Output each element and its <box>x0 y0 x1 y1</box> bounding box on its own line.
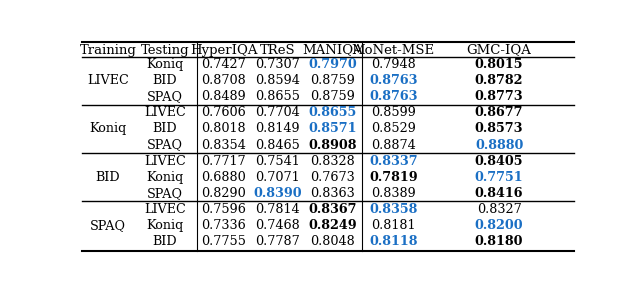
Text: 0.8908: 0.8908 <box>308 138 357 152</box>
Text: 0.8759: 0.8759 <box>310 90 355 103</box>
Text: Koniq: Koniq <box>147 58 184 71</box>
Text: 0.8708: 0.8708 <box>202 74 246 87</box>
Text: SPAQ: SPAQ <box>90 219 126 232</box>
Text: 0.7596: 0.7596 <box>202 203 246 216</box>
Text: 0.8529: 0.8529 <box>371 122 415 135</box>
Text: 0.7307: 0.7307 <box>255 58 300 71</box>
Text: 0.7755: 0.7755 <box>202 235 246 248</box>
Text: SPAQ: SPAQ <box>147 90 183 103</box>
Text: 0.8354: 0.8354 <box>202 138 246 152</box>
Text: BID: BID <box>153 122 177 135</box>
Text: MANIQA: MANIQA <box>303 44 364 57</box>
Text: BID: BID <box>153 235 177 248</box>
Text: LIVEC: LIVEC <box>144 106 186 119</box>
Text: 0.8048: 0.8048 <box>310 235 355 248</box>
Text: 0.8363: 0.8363 <box>310 187 355 200</box>
Text: 0.8290: 0.8290 <box>202 187 246 200</box>
Text: 0.8763: 0.8763 <box>369 90 417 103</box>
Text: 0.8773: 0.8773 <box>475 90 524 103</box>
Text: 0.8573: 0.8573 <box>475 122 524 135</box>
Text: 0.8200: 0.8200 <box>475 219 524 232</box>
Text: SPAQ: SPAQ <box>147 187 183 200</box>
Text: 0.8874: 0.8874 <box>371 138 415 152</box>
Text: Testing: Testing <box>141 44 189 57</box>
Text: 0.7819: 0.7819 <box>369 171 417 184</box>
Text: 0.8677: 0.8677 <box>475 106 524 119</box>
Text: 0.8571: 0.8571 <box>308 122 357 135</box>
Text: 0.8655: 0.8655 <box>309 106 357 119</box>
Text: 0.8367: 0.8367 <box>308 203 357 216</box>
Text: 0.7814: 0.7814 <box>255 203 300 216</box>
Text: LIVEC: LIVEC <box>87 74 129 87</box>
Text: 0.8599: 0.8599 <box>371 106 415 119</box>
Text: 0.8358: 0.8358 <box>369 203 417 216</box>
Text: 0.7948: 0.7948 <box>371 58 415 71</box>
Text: 0.8759: 0.8759 <box>310 74 355 87</box>
Text: HyperIQA: HyperIQA <box>190 44 257 57</box>
Text: 0.8594: 0.8594 <box>255 74 300 87</box>
Text: 0.8405: 0.8405 <box>475 155 524 168</box>
Text: 0.8327: 0.8327 <box>477 203 522 216</box>
Text: 0.8249: 0.8249 <box>308 219 357 232</box>
Text: 0.8416: 0.8416 <box>475 187 524 200</box>
Text: 0.7717: 0.7717 <box>202 155 246 168</box>
Text: GMC-IQA: GMC-IQA <box>467 44 532 57</box>
Text: BID: BID <box>96 171 120 184</box>
Text: LIVEC: LIVEC <box>144 155 186 168</box>
Text: 0.8180: 0.8180 <box>475 235 524 248</box>
Text: 0.8880: 0.8880 <box>475 138 524 152</box>
Text: 0.8337: 0.8337 <box>369 155 417 168</box>
Text: MoNet-MSE: MoNet-MSE <box>351 44 435 57</box>
Text: 0.8149: 0.8149 <box>255 122 300 135</box>
Text: 0.8390: 0.8390 <box>253 187 302 200</box>
Text: 0.8181: 0.8181 <box>371 219 415 232</box>
Text: SPAQ: SPAQ <box>147 138 183 152</box>
Text: 0.8389: 0.8389 <box>371 187 415 200</box>
Text: 0.7071: 0.7071 <box>255 171 300 184</box>
Text: 0.7427: 0.7427 <box>202 58 246 71</box>
Text: 0.8465: 0.8465 <box>255 138 300 152</box>
Text: 0.8118: 0.8118 <box>369 235 417 248</box>
Text: 0.8782: 0.8782 <box>475 74 524 87</box>
Text: 0.7673: 0.7673 <box>310 171 355 184</box>
Text: BID: BID <box>153 74 177 87</box>
Text: 0.8655: 0.8655 <box>255 90 300 103</box>
Text: TReS: TReS <box>260 44 296 57</box>
Text: Koniq: Koniq <box>147 219 184 232</box>
Text: 0.7336: 0.7336 <box>202 219 246 232</box>
Text: Koniq: Koniq <box>147 171 184 184</box>
Text: 0.7541: 0.7541 <box>255 155 300 168</box>
Text: 0.7787: 0.7787 <box>255 235 300 248</box>
Text: 0.7468: 0.7468 <box>255 219 300 232</box>
Text: 0.8328: 0.8328 <box>310 155 355 168</box>
Text: 0.6880: 0.6880 <box>202 171 246 184</box>
Text: 0.8018: 0.8018 <box>202 122 246 135</box>
Text: LIVEC: LIVEC <box>144 203 186 216</box>
Text: 0.7704: 0.7704 <box>255 106 300 119</box>
Text: 0.7606: 0.7606 <box>202 106 246 119</box>
Text: Training: Training <box>79 44 136 57</box>
Text: Koniq: Koniq <box>90 122 127 135</box>
Text: 0.7751: 0.7751 <box>475 171 524 184</box>
Text: 0.8015: 0.8015 <box>475 58 524 71</box>
Text: 0.8763: 0.8763 <box>369 74 417 87</box>
Text: 0.8489: 0.8489 <box>202 90 246 103</box>
Text: 0.7970: 0.7970 <box>308 58 357 71</box>
